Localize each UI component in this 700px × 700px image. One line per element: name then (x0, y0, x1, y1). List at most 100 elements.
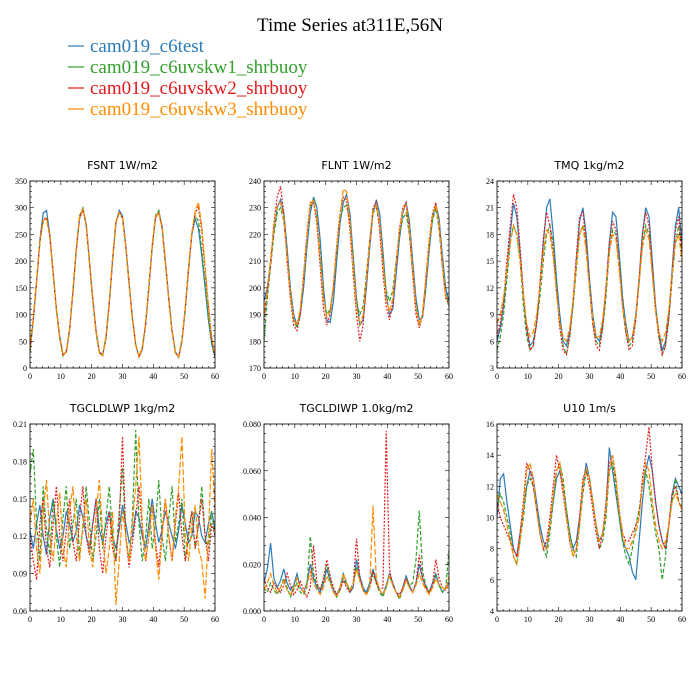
y-tick-label: 0.12 (13, 532, 27, 541)
series-group (497, 427, 682, 581)
series-line (264, 543, 449, 599)
chart-panel: TGCLDLWP 1kg/m2 0 10 20 30 40 50 60 0.06 0.09 0.12… (13, 402, 219, 624)
y-tick-label: 16 (486, 420, 494, 429)
x-tick-label: 30 (586, 615, 594, 624)
y-tick-label: 250 (15, 230, 27, 239)
x-tick-label: 20 (88, 372, 96, 381)
x-tick-label: 40 (149, 615, 157, 624)
legend-entry: cam019_c6uvskw1_shrbuoy (68, 57, 308, 78)
series-line (497, 194, 682, 357)
chart-panel: U10 1m/s 0 10 20 30 40 50 60 4 6 8 10 12 14 16 (486, 402, 686, 624)
x-tick-label: 10 (291, 615, 299, 624)
x-tick-label: 40 (149, 372, 157, 381)
x-tick-label: 50 (414, 372, 422, 381)
y-tick-label: 21 (486, 204, 494, 213)
x-tick-label: 10 (524, 372, 532, 381)
legend-entry: cam019_c6test (68, 36, 205, 57)
x-tick-label: 50 (414, 615, 422, 624)
y-tick-label: 240 (249, 177, 261, 186)
x-tick-label: 60 (211, 615, 219, 624)
x-tick-label: 0 (28, 372, 32, 381)
plot-frame (263, 423, 450, 612)
legend-entry: cam019_c6uvskw3_shrbuoy (68, 99, 308, 120)
y-tick-label: 0.020 (243, 560, 261, 569)
x-tick-label: 0 (495, 372, 499, 381)
chart-panel: FSNT 1W/m2 0 10 20 30 40 50 60 0 50 100 150 200 250 30… (15, 159, 219, 381)
y-tick-label: 170 (249, 364, 261, 373)
series-line (30, 436, 215, 580)
series-line (264, 197, 449, 342)
x-tick-label: 10 (524, 615, 532, 624)
series-line (497, 198, 682, 353)
y-tick-label: 230 (249, 204, 261, 213)
x-tick-label: 0 (28, 615, 32, 624)
y-tick-label: 0.15 (13, 495, 27, 504)
series-line (264, 430, 449, 599)
y-tick-label: 14 (486, 451, 494, 460)
y-tick-label: 220 (249, 230, 261, 239)
y-tick-label: 9 (490, 311, 494, 320)
x-tick-label: 60 (445, 372, 453, 381)
y-tick-label: 0.21 (13, 420, 27, 429)
x-tick-label: 10 (291, 372, 299, 381)
chart-panel: TMQ 1kg/m2 0 10 20 30 40 50 60 3 6 9 12 15 18 21 24 (486, 159, 686, 381)
series-group (30, 430, 215, 605)
series-line (30, 436, 215, 605)
series-group (264, 430, 449, 601)
x-tick-label: 50 (180, 372, 188, 381)
series-line (264, 187, 449, 327)
x-tick-label: 50 (180, 615, 188, 624)
figure-title: Time Series at311E,56N (257, 15, 443, 36)
y-tick-label: 200 (249, 284, 261, 293)
panel-title: TGCLDIWP 1.0kg/m2 (298, 402, 413, 415)
panel-title: U10 1m/s (563, 402, 616, 415)
y-tick-label: 0.09 (13, 570, 27, 579)
legend-label: cam019_c6uvskw2_shrbuoy (90, 78, 308, 99)
y-tick-label: 12 (486, 284, 494, 293)
x-tick-label: 60 (211, 372, 219, 381)
x-tick-label: 30 (353, 615, 361, 624)
series-line (264, 510, 449, 601)
series-line (30, 430, 215, 568)
y-tick-label: 18 (486, 230, 494, 239)
x-tick-label: 40 (616, 372, 624, 381)
y-tick-label: 8 (490, 545, 494, 554)
series-line (264, 186, 449, 342)
x-tick-label: 10 (57, 615, 65, 624)
series-group (264, 186, 449, 342)
x-tick-label: 40 (383, 372, 391, 381)
x-tick-label: 20 (88, 615, 96, 624)
x-tick-label: 60 (678, 372, 686, 381)
x-tick-label: 50 (647, 372, 655, 381)
series-line (30, 200, 215, 359)
x-tick-label: 0 (262, 372, 266, 381)
y-tick-label: 3 (490, 364, 494, 373)
y-tick-label: 180 (249, 337, 261, 346)
y-tick-label: 300 (15, 204, 27, 213)
y-tick-label: 100 (15, 311, 27, 320)
y-tick-label: 0.060 (243, 467, 261, 476)
y-tick-label: 200 (15, 257, 27, 266)
y-tick-label: 50 (19, 337, 27, 346)
y-tick-label: 24 (486, 177, 494, 186)
y-tick-label: 6 (490, 337, 494, 346)
x-tick-label: 10 (57, 372, 65, 381)
x-tick-label: 0 (495, 615, 499, 624)
panels: FSNT 1W/m20 10 20 30 40 50 6005010015020025030… (13, 159, 686, 624)
panel-title: FLNT 1W/m2 (321, 159, 391, 172)
y-tick-label: 0.040 (243, 514, 261, 523)
x-tick-label: 30 (586, 372, 594, 381)
series-group (30, 200, 215, 360)
series-line (497, 455, 682, 567)
y-tick-label: 0.18 (13, 457, 27, 466)
legend-label: cam019_c6uvskw1_shrbuoy (90, 57, 308, 78)
x-tick-label: 20 (322, 372, 330, 381)
y-tick-label: 150 (15, 284, 27, 293)
x-tick-label: 0 (262, 615, 266, 624)
x-tick-label: 30 (119, 372, 127, 381)
x-tick-label: 40 (616, 615, 624, 624)
y-tick-label: 0.080 (243, 420, 261, 429)
y-tick-label: 0.06 (13, 607, 27, 616)
y-tick-label: 190 (249, 311, 261, 320)
